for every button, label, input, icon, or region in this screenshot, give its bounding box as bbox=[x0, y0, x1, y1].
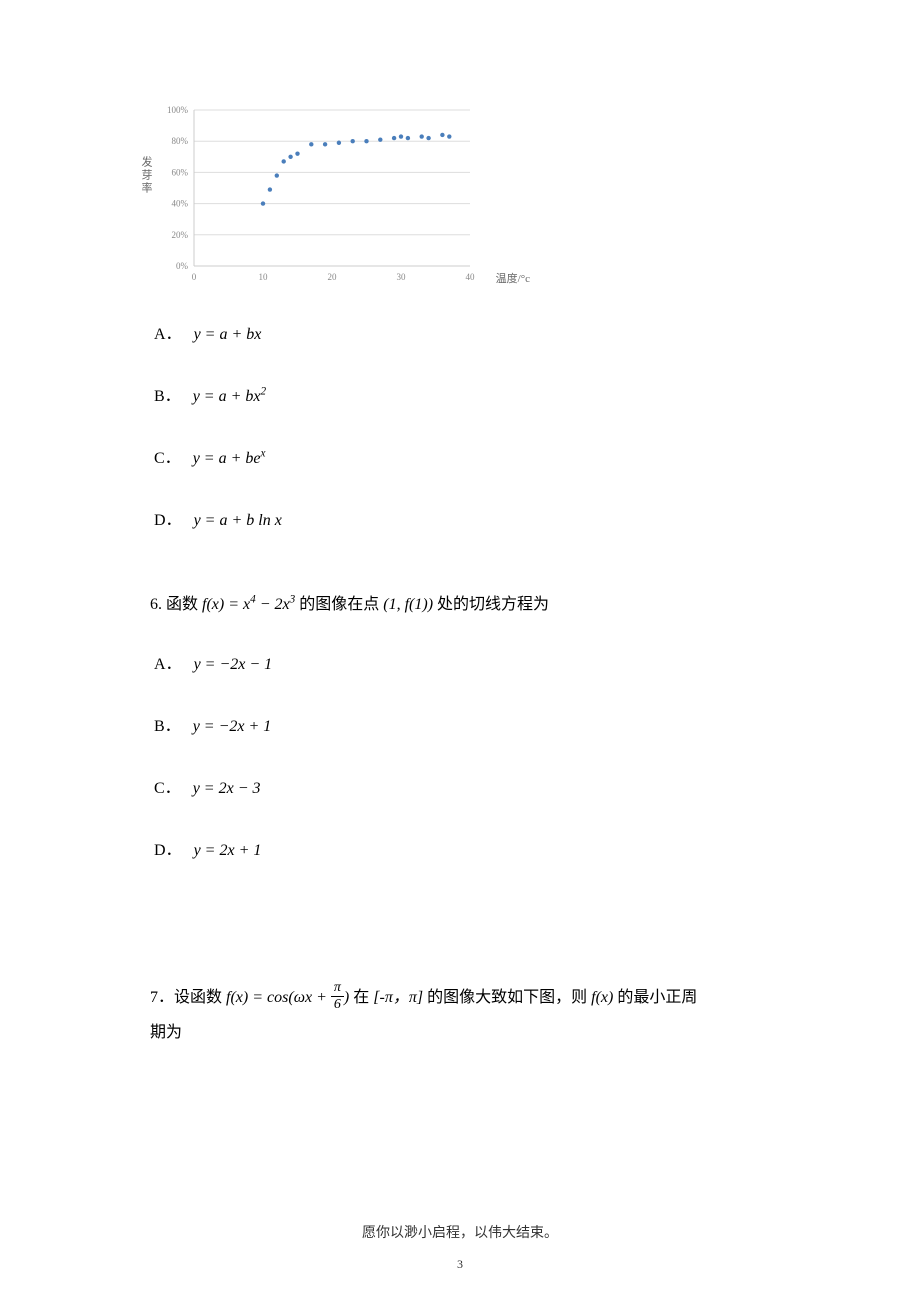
q7-fx2: f(x) bbox=[591, 989, 617, 1006]
svg-text:0%: 0% bbox=[176, 261, 189, 271]
chart-xlabel: 温度/°c bbox=[496, 270, 530, 286]
q5-options: A．y = a + bx B．y = a + bx2 C．y = a + bex… bbox=[154, 320, 790, 530]
option-a-text: y = a + bx bbox=[194, 326, 262, 343]
question-6: 6. 函数 f(x) = x4 − 2x3 的图像在点 (1, f(1)) 处的… bbox=[150, 590, 790, 614]
q6-option-a: A．y = −2x − 1 bbox=[154, 650, 790, 674]
q7-mid2: 的图像大致如下图，则 bbox=[427, 989, 587, 1006]
footer-quote: 愿你以渺小启程，以伟大结束。 bbox=[0, 1222, 920, 1242]
q7-line2: 期为 bbox=[150, 1024, 182, 1041]
q6-pre: 6. 函数 bbox=[150, 596, 198, 613]
q6-fx: f(x) = x4 − 2x3 bbox=[202, 596, 295, 613]
q7-pre: 7．设函数 bbox=[150, 989, 222, 1006]
q6-pt: (1, f(1)) bbox=[383, 596, 433, 613]
option-c: C．y = a + bex bbox=[154, 444, 790, 468]
svg-text:20%: 20% bbox=[172, 230, 189, 240]
svg-text:60%: 60% bbox=[172, 167, 189, 177]
germination-chart: 发芽率 温度/°c 0%20%40%60%80%100%010203040 bbox=[160, 100, 480, 290]
q6-post: 处的切线方程为 bbox=[437, 596, 549, 613]
option-a: A．y = a + bx bbox=[154, 320, 790, 344]
svg-text:80%: 80% bbox=[172, 136, 189, 146]
svg-text:100%: 100% bbox=[167, 105, 189, 115]
svg-text:40%: 40% bbox=[172, 199, 189, 209]
svg-text:20: 20 bbox=[328, 272, 338, 282]
q7-interval: [-π，π] bbox=[373, 989, 423, 1006]
svg-text:30: 30 bbox=[397, 272, 407, 282]
q7-mid1: 在 bbox=[353, 989, 369, 1006]
q7-post: 的最小正周 bbox=[617, 989, 697, 1006]
svg-text:10: 10 bbox=[259, 272, 269, 282]
q6-option-b: B．y = −2x + 1 bbox=[154, 712, 790, 736]
q6-options: A．y = −2x − 1 B．y = −2x + 1 C．y = 2x − 3… bbox=[154, 650, 790, 860]
q6-mid: 的图像在点 bbox=[299, 596, 379, 613]
q7-fx: f(x) = cos(ωx + π6) bbox=[226, 989, 349, 1006]
option-b-text: y = a + bx2 bbox=[193, 388, 266, 405]
svg-text:0: 0 bbox=[192, 272, 197, 282]
chart-ylabel: 发芽率 bbox=[138, 156, 154, 195]
q6-option-c: C．y = 2x − 3 bbox=[154, 774, 790, 798]
option-c-text: y = a + bex bbox=[193, 450, 266, 467]
page-number: 3 bbox=[0, 1257, 920, 1272]
chart-svg: 0% 20% 40% 60% 80% 100% 0 10 20 30 40 bbox=[160, 100, 480, 290]
option-d-text: y = a + b ln x bbox=[194, 512, 282, 529]
q6-option-d: D．y = 2x + 1 bbox=[154, 836, 790, 860]
svg-text:40: 40 bbox=[466, 272, 476, 282]
option-d: D．y = a + b ln x bbox=[154, 506, 790, 530]
option-b: B．y = a + bx2 bbox=[154, 382, 790, 406]
question-7: 7．设函数 f(x) = cos(ωx + π6) 在 [-π，π] 的图像大致… bbox=[150, 980, 790, 1050]
